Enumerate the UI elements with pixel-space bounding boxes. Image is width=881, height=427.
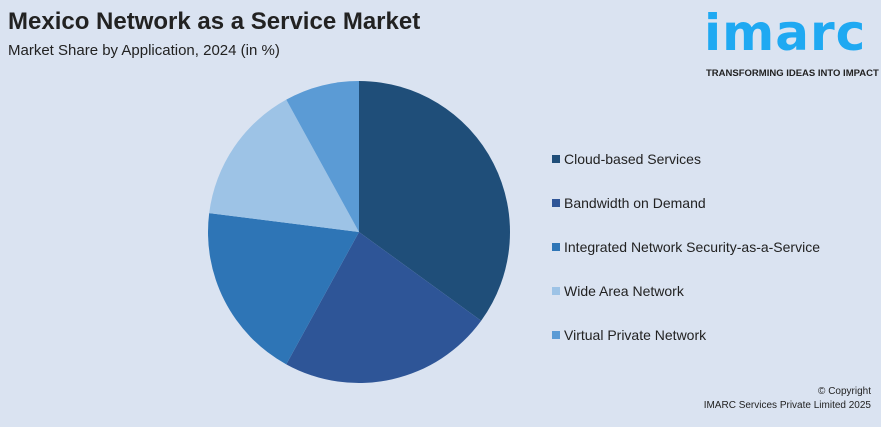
legend-swatch [552, 155, 560, 163]
legend-swatch [552, 243, 560, 251]
legend-swatch [552, 287, 560, 295]
chart-title: Mexico Network as a Service Market [8, 8, 421, 35]
pie-slice-cloud-based-services [359, 81, 510, 321]
legend-item: Wide Area Network [552, 269, 820, 313]
chart-subtitle: Market Share by Application, 2024 (in %) [8, 42, 280, 59]
pie-slice-virtual-private-network [286, 81, 359, 232]
copyright-company: IMARC Services Private Limited 2025 [703, 400, 871, 411]
pie-slice-bandwidth-on-demand [286, 232, 482, 383]
legend-item: Cloud-based Services [552, 137, 820, 181]
copyright-line: © Copyright [818, 386, 871, 397]
legend-item: Virtual Private Network [552, 313, 820, 357]
legend-label: Integrated Network Security-as-a-Service [564, 238, 820, 255]
legend: Cloud-based Services Bandwidth on Demand… [552, 137, 820, 357]
pie-slice-integrated-network-security-as-a-service [207, 213, 359, 365]
legend-label: Virtual Private Network [564, 326, 707, 343]
logo-tagline: TRANSFORMING IDEAS INTO IMPACT [706, 68, 879, 79]
logo-word: imarc [704, 4, 867, 62]
legend-label: Bandwidth on Demand [564, 194, 706, 211]
imarc-logo: imarc TRANSFORMING IDEAS INTO IMPACT [700, 4, 879, 84]
legend-label: Wide Area Network [564, 282, 684, 299]
legend-item: Integrated Network Security-as-a-Service [552, 225, 820, 269]
pie-slice-wide-area-network [209, 99, 359, 232]
legend-item: Bandwidth on Demand [552, 181, 820, 225]
legend-swatch [552, 331, 560, 339]
legend-swatch [552, 199, 560, 207]
copyright: © Copyright IMARC Services Private Limit… [704, 385, 871, 413]
legend-label: Cloud-based Services [564, 150, 701, 167]
